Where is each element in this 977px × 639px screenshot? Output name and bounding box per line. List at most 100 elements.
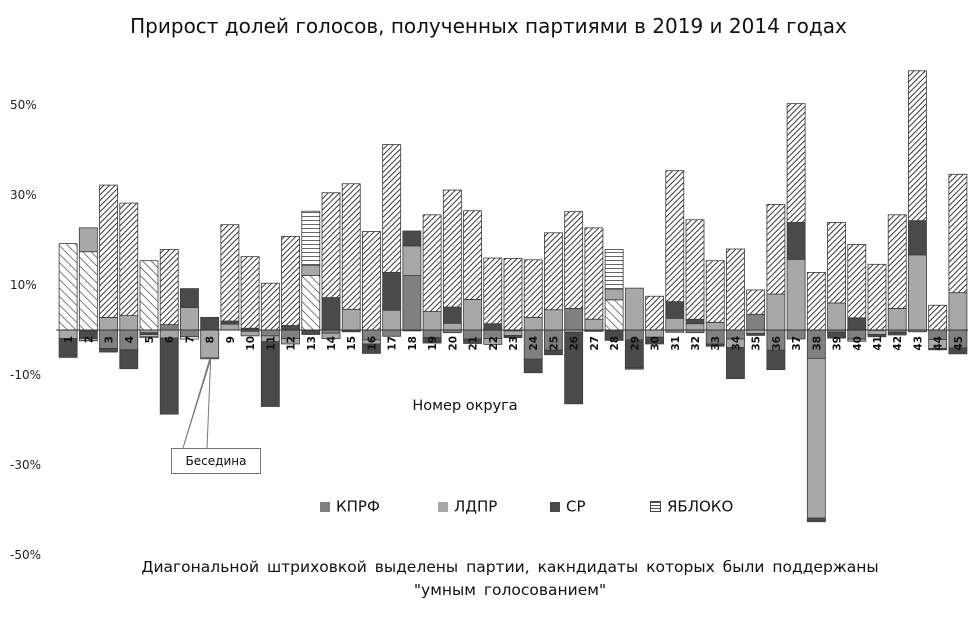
legend-label: ЯБЛОКО <box>667 497 734 516</box>
bar-ЯБЛОКО-15 <box>341 183 361 310</box>
bar-ЯБЛОКО-29 <box>624 367 644 370</box>
x-tick-label: 25 <box>548 336 560 351</box>
bar-КПРФ-1 <box>58 243 78 331</box>
bar-СР-40 <box>847 317 867 331</box>
bar-ЯБЛОКО-17 <box>382 144 402 273</box>
bar-ЛДПР-42 <box>887 307 907 331</box>
bar-ЯБЛОКО-10 <box>240 256 260 329</box>
bar-ЛДПР-2 <box>78 227 98 253</box>
x-tick-label: 34 <box>730 336 742 351</box>
bar-ЛДПР-39 <box>827 302 846 331</box>
bar-СР-19 <box>422 337 442 344</box>
x-tick-label: 44 <box>933 336 945 351</box>
bar-ЛДПР-35 <box>746 329 766 334</box>
bar-СР-8 <box>200 316 220 331</box>
legend-label: СР <box>566 497 586 516</box>
bar-СР-22 <box>483 323 503 331</box>
bar-ЯБЛОКО-37 <box>786 103 806 223</box>
bar-СР-11 <box>260 341 280 407</box>
bar-ЛДПР-4 <box>119 315 139 331</box>
annotation-leader <box>182 359 212 449</box>
bar-ЛДПР-29 <box>624 287 644 331</box>
x-tick-label: 27 <box>589 336 601 351</box>
x-tick-label: 41 <box>872 336 884 351</box>
x-tick-label: 42 <box>892 336 904 351</box>
legend-item: ЛДПР <box>438 496 497 516</box>
x-tick-label: 29 <box>629 336 641 351</box>
x-tick-label: 22 <box>488 336 500 351</box>
x-tick-label: 11 <box>265 336 277 351</box>
bar-КПРФ-28 <box>604 299 624 331</box>
bar-СР-31 <box>665 301 685 319</box>
bar-ЯБЛОКО-30 <box>645 295 664 331</box>
bar-СР-3 <box>99 348 118 353</box>
bar-ЯБЛОКО-9 <box>220 224 240 322</box>
bar-ЯБЛОКО-28 <box>604 249 624 290</box>
x-tick-label: 8 <box>205 336 217 343</box>
x-tick-label: 6 <box>164 336 176 343</box>
bar-СР-36 <box>766 349 786 371</box>
bar-СР-37 <box>786 222 806 260</box>
bar-ЯБЛОКО-25 <box>544 232 563 311</box>
bar-ЯБЛОКО-24 <box>523 259 543 318</box>
bar-СР-32 <box>685 318 705 325</box>
bar-ЯБЛОКО-33 <box>705 260 725 323</box>
bar-ЛДПР-12 <box>281 338 300 345</box>
bar-ЯБЛОКО-27 <box>584 227 604 320</box>
bar-ЯБЛОКО-8 <box>200 357 220 360</box>
bar-СР-44 <box>928 348 948 351</box>
bar-СР-23 <box>503 334 523 339</box>
bar-КПРФ-17 <box>382 329 402 337</box>
legend-label: КПРФ <box>336 497 380 516</box>
x-tick-label: 30 <box>650 336 662 351</box>
bar-ЛДПР-32 <box>685 323 705 331</box>
bar-ЯБЛОКО-2 <box>78 338 98 342</box>
bar-ЯБЛОКО-4 <box>119 202 139 317</box>
x-tick-label: 14 <box>326 336 338 351</box>
bar-КПРФ-7 <box>180 329 199 338</box>
bar-ЯБЛОКО-11 <box>260 282 280 331</box>
bar-ЯБЛОКО-20 <box>442 189 462 308</box>
bar-СР-45 <box>948 347 968 355</box>
x-axis-label: Номер округа <box>412 398 518 414</box>
x-tick-label: 1 <box>63 336 75 343</box>
bar-ЛДПР-27 <box>584 318 604 331</box>
bar-СР-18 <box>402 230 422 247</box>
legend-swatch <box>550 501 560 512</box>
bar-ЛДПР-15 <box>341 308 361 331</box>
x-tick-label: 36 <box>771 336 783 351</box>
x-tick-label: 35 <box>751 336 763 351</box>
bar-СР-25 <box>544 349 563 356</box>
bar-КПРФ-13 <box>301 275 321 331</box>
legend-item: СР <box>550 496 586 516</box>
bar-СР-38 <box>806 517 826 523</box>
bar-ЛДПР-10 <box>240 330 260 337</box>
bar-КПРФ-11 <box>260 329 280 337</box>
bar-СР-7 <box>180 288 199 308</box>
x-tick-label: 20 <box>447 336 459 351</box>
bar-КПРФ-18 <box>402 275 422 331</box>
legend-swatch <box>320 501 330 512</box>
bar-ЯБЛОКО-19 <box>422 214 442 312</box>
bar-ЛДПР-43 <box>908 254 927 331</box>
bar-ЯБЛОКО-39 <box>827 222 846 304</box>
bar-ЛДПР-21 <box>463 298 482 331</box>
bar-СР-16 <box>362 343 381 354</box>
bar-ЯБЛОКО-35 <box>746 289 766 315</box>
bar-СР-14 <box>321 297 341 331</box>
bar-ЯБЛОКО-16 <box>362 231 381 331</box>
bar-ЛДПР-3 <box>99 316 118 331</box>
x-tick-label: 23 <box>508 336 520 351</box>
bar-СР-4 <box>119 349 139 370</box>
legend-label: ЛДПР <box>454 497 498 516</box>
bar-ЯБЛОКО-26 <box>564 211 584 309</box>
bar-ЯБЛОКО-6 <box>159 249 179 325</box>
bar-ЛДПР-14 <box>321 332 341 339</box>
x-tick-label: 43 <box>912 336 924 351</box>
x-tick-label: 32 <box>690 336 702 351</box>
bar-ЛДПР-19 <box>422 311 442 331</box>
bar-СР-13 <box>301 329 321 335</box>
x-tick-label: 19 <box>427 336 439 351</box>
bar-СР-34 <box>726 347 745 379</box>
